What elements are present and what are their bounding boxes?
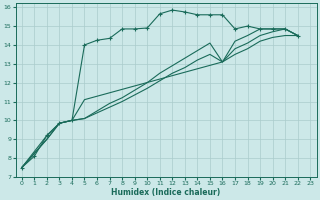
X-axis label: Humidex (Indice chaleur): Humidex (Indice chaleur) <box>111 188 221 197</box>
